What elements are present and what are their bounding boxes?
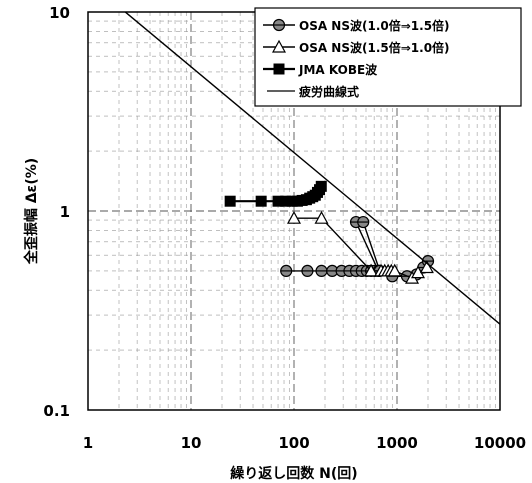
x-tick-labels: 1 10 100 1000 10000 — [83, 434, 526, 452]
legend-box — [254, 7, 522, 107]
square-marker — [280, 195, 292, 207]
square-marker — [224, 195, 236, 207]
square-marker — [272, 195, 284, 207]
legend-label: 疲労曲線式 — [299, 84, 359, 99]
y-tick-labels: 10 1 0.1 — [43, 4, 70, 420]
fatigue-curve-line — [124, 11, 501, 325]
triangle-marker — [271, 39, 287, 53]
series-3 — [124, 11, 501, 325]
y-axis-title: 全歪振幅 Δε(%) — [23, 158, 40, 265]
x-tick-label: 1 — [83, 434, 93, 452]
square-marker — [255, 195, 267, 207]
series-1 — [286, 210, 434, 284]
y-tick-label: 1 — [60, 203, 70, 221]
y-tick-label: 10 — [49, 4, 70, 22]
legend-symbols — [263, 18, 295, 92]
x-axis-title: 繰り返し回数 N(回) — [230, 465, 357, 482]
x-tick-label: 10 — [181, 434, 202, 452]
x-tick-label: 100 — [278, 434, 309, 452]
circle-marker — [315, 264, 328, 278]
x-tick-label: 10000 — [474, 434, 526, 452]
circle-marker — [301, 264, 314, 278]
triangle-marker — [387, 263, 402, 277]
legend-label: OSA NS波(1.0倍⇒1.5倍) — [299, 18, 450, 33]
circle-marker — [280, 264, 293, 278]
legend-symbol-2 — [263, 63, 295, 75]
series-layer — [124, 11, 501, 325]
triangle-marker — [314, 210, 329, 224]
y-tick-label: 0.1 — [43, 402, 70, 420]
triangle-marker — [419, 260, 434, 274]
triangle-marker — [286, 210, 302, 224]
legend-label: JMA KOBE波 — [298, 62, 378, 77]
legend-label: OSA NS波(1.5倍⇒1.0倍) — [299, 40, 450, 55]
x-tick-label: 1000 — [376, 434, 418, 452]
series-2 — [224, 180, 327, 207]
circle-marker — [272, 18, 286, 32]
legend-symbol-0 — [263, 18, 295, 32]
square-marker — [273, 63, 285, 75]
square-marker — [315, 180, 327, 192]
legend: OSA NS波(1.0倍⇒1.5倍) OSA NS波(1.5倍⇒1.0倍) JM… — [254, 7, 522, 107]
legend-symbol-1 — [263, 39, 295, 53]
triangle-marker — [364, 263, 379, 277]
circle-marker — [357, 215, 370, 229]
